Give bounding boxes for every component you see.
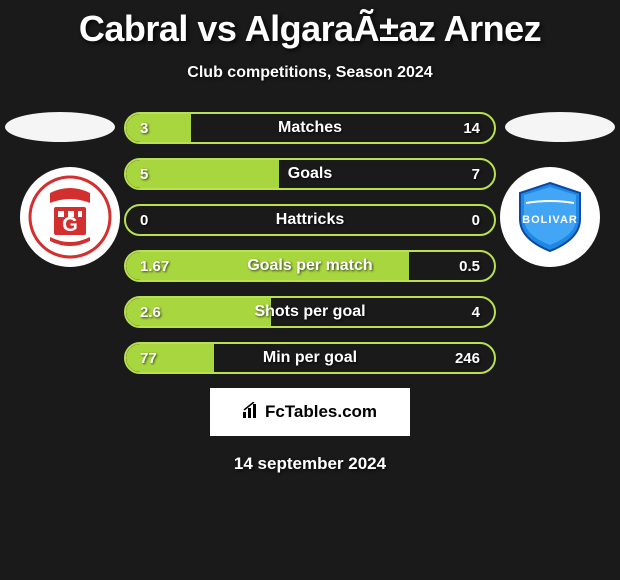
stat-row: 1.67 Goals per match 0.5: [124, 250, 496, 282]
club-badge-left-icon: G: [28, 175, 112, 259]
stats-list: 3 Matches 14 5 Goals 7 0 Hattricks 0 1.67 Goals pe…: [124, 112, 496, 374]
stat-label: Min per goal: [263, 349, 357, 367]
stat-label: Hattricks: [276, 211, 344, 229]
stat-fill: [126, 114, 191, 142]
club-logo-left: G: [20, 167, 120, 267]
stat-label: Matches: [278, 119, 342, 137]
chart-icon: [243, 402, 261, 423]
stat-value-left: 77: [140, 350, 157, 367]
player-photo-left: [5, 112, 115, 142]
stat-row: 2.6 Shots per goal 4: [124, 296, 496, 328]
stat-row: 3 Matches 14: [124, 112, 496, 144]
brand-box[interactable]: FcTables.com: [210, 388, 410, 436]
page-title: Cabral vs AlgaraÃ±az Arnez: [0, 0, 620, 50]
stat-value-left: 3: [140, 120, 148, 137]
stat-value-right: 0: [472, 212, 480, 229]
stat-value-right: 7: [472, 166, 480, 183]
club-badge-right-icon: BOLIVAR: [508, 175, 592, 259]
stat-value-left: 1.67: [140, 258, 169, 275]
stat-value-left: 2.6: [140, 304, 161, 321]
date-label: 14 september 2024: [0, 454, 620, 474]
stat-label: Goals: [288, 165, 332, 183]
stat-value-left: 5: [140, 166, 148, 183]
stat-value-right: 4: [472, 304, 480, 321]
svg-text:BOLIVAR: BOLIVAR: [522, 214, 578, 226]
stat-fill: [126, 160, 279, 188]
svg-text:G: G: [62, 214, 78, 236]
stat-row: 5 Goals 7: [124, 158, 496, 190]
stat-label: Goals per match: [247, 257, 372, 275]
brand-label: FcTables.com: [265, 402, 377, 422]
stat-value-right: 246: [455, 350, 480, 367]
comparison-content: G BOLIVAR 3 Matches 14 5 Goals 7 0 Hattricks 0 1.…: [0, 112, 620, 474]
club-logo-right: BOLIVAR: [500, 167, 600, 267]
stat-value-left: 0: [140, 212, 148, 229]
stat-row: 77 Min per goal 246: [124, 342, 496, 374]
stat-value-right: 14: [463, 120, 480, 137]
stat-value-right: 0.5: [459, 258, 480, 275]
stat-label: Shots per goal: [254, 303, 365, 321]
player-photo-right: [505, 112, 615, 142]
stat-row: 0 Hattricks 0: [124, 204, 496, 236]
subtitle: Club competitions, Season 2024: [0, 64, 620, 82]
